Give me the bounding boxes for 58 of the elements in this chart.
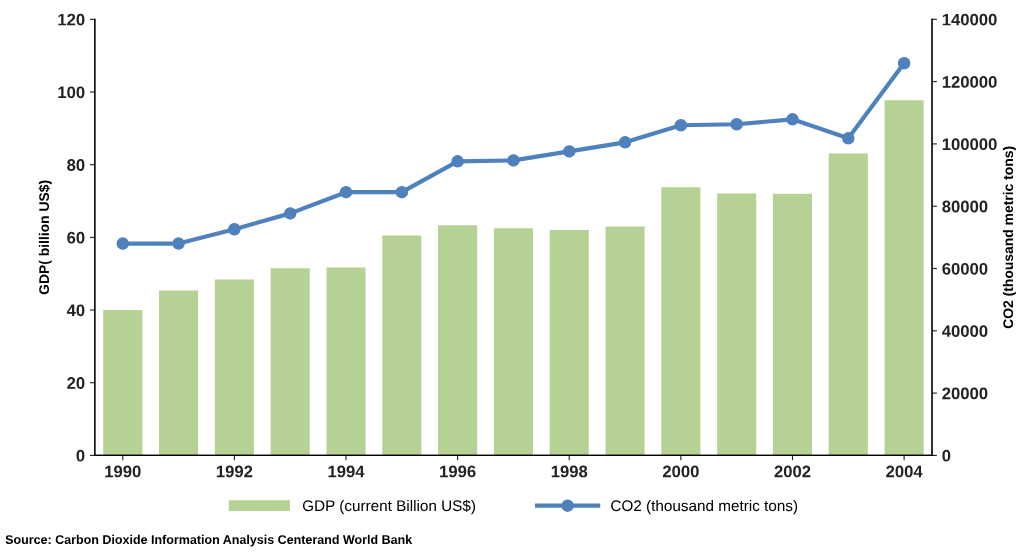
- point: [618, 136, 632, 149]
- y-tick-label: 80: [67, 159, 85, 171]
- point: [339, 185, 353, 199]
- bar: [493, 228, 533, 456]
- x-tick-label: 1998: [551, 465, 588, 478]
- y-tick-label: 40: [66, 304, 85, 317]
- bar: [605, 226, 645, 456]
- bar: [438, 225, 478, 456]
- source-note: Source: Carbon Dioxide Information Analysis Centerand World Bank: [5, 534, 413, 547]
- x-tick-label: 1990: [105, 465, 141, 478]
- x-tick-label: 2002: [774, 465, 811, 478]
- point: [395, 185, 409, 199]
- bar: [772, 193, 813, 456]
- bar: [326, 267, 366, 456]
- bar: [103, 310, 143, 456]
- y-tick-label: 60: [67, 231, 85, 244]
- y-axis-title: GDP( billion US$): [38, 180, 52, 295]
- point: [786, 113, 799, 126]
- x-tick-label: 2000: [662, 465, 699, 478]
- bar: [661, 187, 701, 456]
- point: [451, 155, 464, 168]
- y2-tick-label: 60000: [942, 262, 988, 275]
- y-tick-label: 120: [58, 13, 85, 26]
- point: [172, 237, 185, 250]
- y2-tick-label: 120000: [942, 76, 997, 88]
- y2-tick-label: 40000: [942, 325, 988, 338]
- x-tick-label: 1992: [216, 465, 253, 478]
- y2-tick-label: 140000: [942, 13, 997, 26]
- point: [283, 207, 297, 220]
- point: [228, 223, 241, 236]
- y2-tick-label: 20000: [942, 387, 988, 400]
- bar: [828, 153, 868, 456]
- bar: [270, 268, 310, 456]
- point: [730, 118, 743, 131]
- y-tick-label: 0: [76, 449, 85, 462]
- y2-axis-title: CO2 (thousand metric tons): [1002, 146, 1016, 329]
- y-tick-label: 20: [67, 377, 85, 389]
- bar: [214, 279, 254, 456]
- legend-label: CO2 (thousand metric tons): [611, 499, 798, 515]
- point: [116, 237, 130, 250]
- y2-tick-label: 100000: [942, 138, 997, 151]
- point: [674, 118, 688, 132]
- bar: [382, 235, 422, 456]
- x-tick-label: 1996: [440, 465, 476, 478]
- point: [507, 154, 520, 167]
- y-tick-label: 100: [58, 86, 85, 99]
- x-tick-label: 1994: [328, 465, 365, 478]
- bar: [884, 100, 924, 456]
- bar: [159, 290, 199, 456]
- bar: [549, 230, 589, 456]
- point: [562, 145, 576, 158]
- y2-tick-label: 80000: [942, 200, 988, 213]
- legend-label: GDP (current Billion US$): [302, 499, 476, 515]
- bar: [717, 193, 757, 456]
- point: [842, 132, 855, 145]
- point: [897, 56, 911, 70]
- y2-tick-label: 0: [942, 449, 951, 462]
- x-tick-label: 2004: [886, 465, 923, 478]
